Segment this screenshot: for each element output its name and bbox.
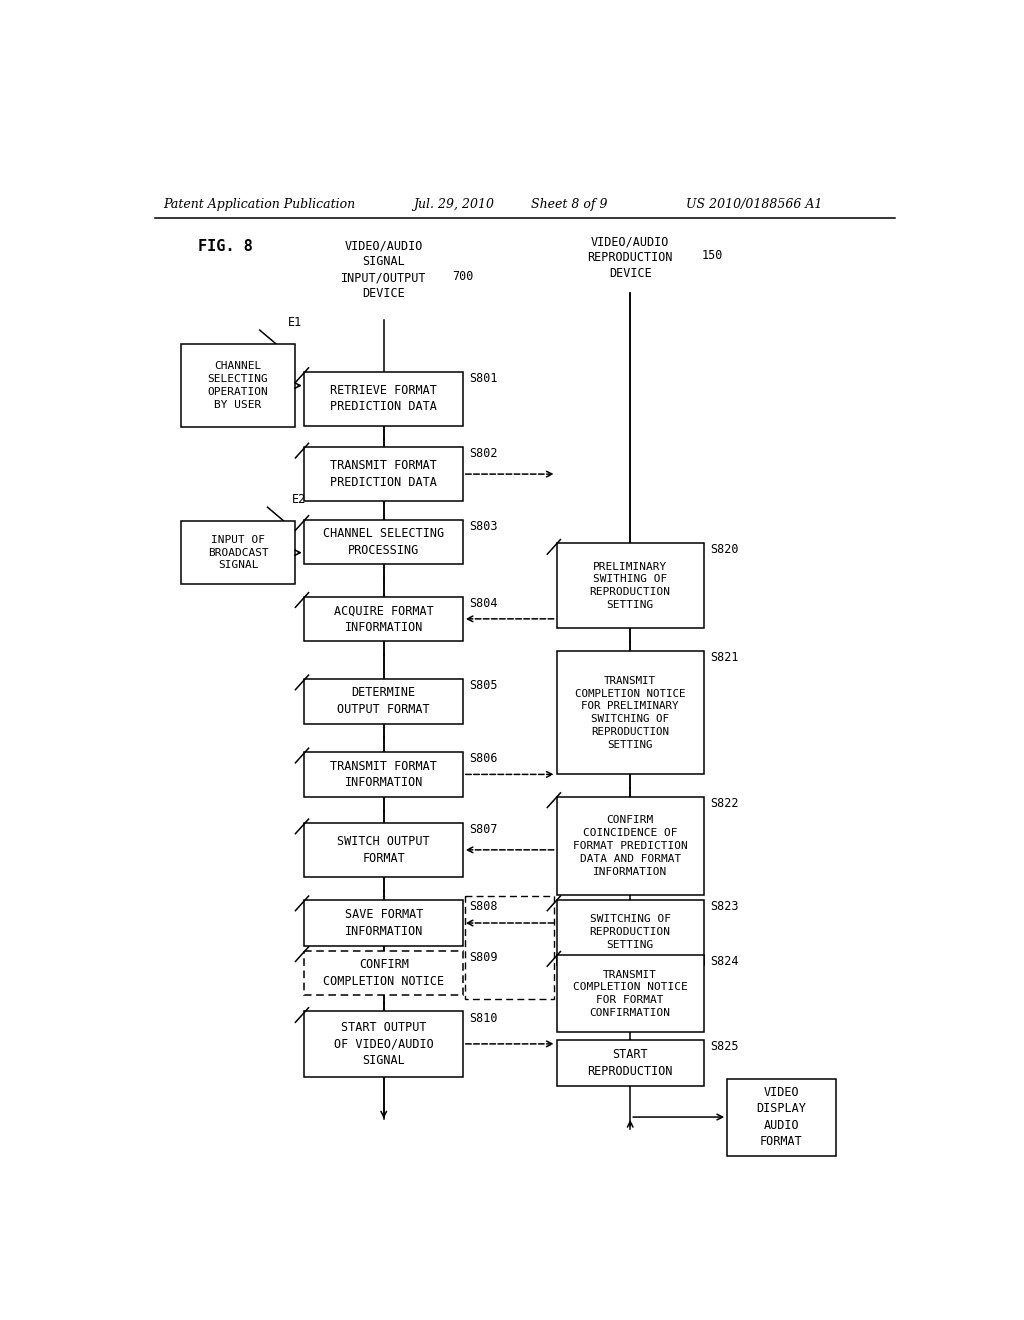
Text: CHANNEL SELECTING
PROCESSING: CHANNEL SELECTING PROCESSING (324, 527, 444, 557)
Text: VIDEO/AUDIO
REPRODUCTION
DEVICE: VIDEO/AUDIO REPRODUCTION DEVICE (588, 235, 673, 280)
Bar (180, 345, 295, 428)
Text: S821: S821 (710, 651, 738, 664)
Bar (727, 1078, 836, 1155)
Text: S804: S804 (469, 597, 498, 610)
Text: TRANSMIT FORMAT
INFORMATION: TRANSMIT FORMAT INFORMATION (331, 759, 437, 789)
Bar (304, 372, 463, 425)
Bar (304, 752, 463, 797)
Text: SAVE FORMAT
INFORMATION: SAVE FORMAT INFORMATION (344, 908, 423, 937)
Text: S803: S803 (469, 520, 498, 532)
Bar (180, 521, 295, 585)
Bar (304, 822, 463, 876)
Text: S820: S820 (710, 544, 738, 557)
Text: FIG. 8: FIG. 8 (198, 239, 253, 255)
Text: S822: S822 (710, 797, 738, 809)
Text: S824: S824 (710, 956, 738, 969)
Text: S807: S807 (469, 822, 498, 836)
Bar (304, 1011, 463, 1077)
Text: 700: 700 (452, 271, 473, 282)
Bar (557, 899, 703, 965)
Text: Sheet 8 of 9: Sheet 8 of 9 (531, 198, 607, 211)
Text: S806: S806 (469, 752, 498, 766)
Text: Jul. 29, 2010: Jul. 29, 2010 (414, 198, 495, 211)
Text: S805: S805 (469, 678, 498, 692)
Text: VIDEO/AUDIO
SIGNAL
INPUT/OUTPUT
DEVICE: VIDEO/AUDIO SIGNAL INPUT/OUTPUT DEVICE (341, 239, 427, 300)
Text: ACQUIRE FORMAT
INFORMATION: ACQUIRE FORMAT INFORMATION (334, 605, 433, 634)
Bar (304, 950, 463, 995)
Bar (557, 956, 703, 1032)
Text: START OUTPUT
OF VIDEO/AUDIO
SIGNAL: START OUTPUT OF VIDEO/AUDIO SIGNAL (334, 1020, 433, 1067)
Text: S801: S801 (469, 372, 498, 384)
Text: 150: 150 (701, 249, 723, 263)
Text: Patent Application Publication: Patent Application Publication (163, 198, 355, 211)
Bar (304, 678, 463, 723)
Text: VIDEO
DISPLAY
AUDIO
FORMAT: VIDEO DISPLAY AUDIO FORMAT (757, 1086, 806, 1148)
Bar (557, 651, 703, 775)
Bar (304, 597, 463, 642)
Text: TRANSMIT FORMAT
PREDICTION DATA: TRANSMIT FORMAT PREDICTION DATA (331, 459, 437, 488)
Text: S823: S823 (710, 900, 738, 913)
Text: PRELIMINARY
SWITHING OF
REPRODUCTION
SETTING: PRELIMINARY SWITHING OF REPRODUCTION SET… (590, 561, 671, 610)
Text: S825: S825 (710, 1040, 738, 1053)
Text: SWITCHING OF
REPRODUCTION
SETTING: SWITCHING OF REPRODUCTION SETTING (590, 915, 671, 950)
Bar (465, 896, 554, 999)
Bar (304, 520, 463, 564)
Text: START
REPRODUCTION: START REPRODUCTION (588, 1048, 673, 1078)
Text: E2: E2 (292, 492, 306, 506)
Bar (557, 1040, 703, 1086)
Text: US 2010/0188566 A1: US 2010/0188566 A1 (686, 198, 822, 211)
Text: S809: S809 (469, 950, 498, 964)
Bar (304, 900, 463, 946)
Bar (557, 544, 703, 628)
Text: TRANSMIT
COMPLETION NOTICE
FOR PRELIMINARY
SWITCHING OF
REPRODUCTION
SETTING: TRANSMIT COMPLETION NOTICE FOR PRELIMINA… (574, 676, 685, 750)
Bar (304, 447, 463, 502)
Text: DETERMINE
OUTPUT FORMAT: DETERMINE OUTPUT FORMAT (338, 686, 430, 715)
Text: INPUT OF
BROADCAST
SIGNAL: INPUT OF BROADCAST SIGNAL (208, 535, 268, 570)
Text: TRANSMIT
COMPLETION NOTICE
FOR FORMAT
CONFIRMATION: TRANSMIT COMPLETION NOTICE FOR FORMAT CO… (572, 970, 687, 1018)
Text: CONFIRM
COINCIDENCE OF
FORMAT PREDICTION
DATA AND FORMAT
INFORMATION: CONFIRM COINCIDENCE OF FORMAT PREDICTION… (572, 816, 687, 876)
Text: E1: E1 (288, 315, 302, 329)
Text: CONFIRM
COMPLETION NOTICE: CONFIRM COMPLETION NOTICE (324, 958, 444, 987)
Text: CHANNEL
SELECTING
OPERATION
BY USER: CHANNEL SELECTING OPERATION BY USER (208, 362, 268, 409)
Text: RETRIEVE FORMAT
PREDICTION DATA: RETRIEVE FORMAT PREDICTION DATA (331, 384, 437, 413)
Text: SWITCH OUTPUT
FORMAT: SWITCH OUTPUT FORMAT (338, 836, 430, 865)
Bar (557, 797, 703, 895)
Text: S808: S808 (469, 900, 498, 913)
Text: S802: S802 (469, 447, 498, 461)
Text: S810: S810 (469, 1011, 498, 1024)
